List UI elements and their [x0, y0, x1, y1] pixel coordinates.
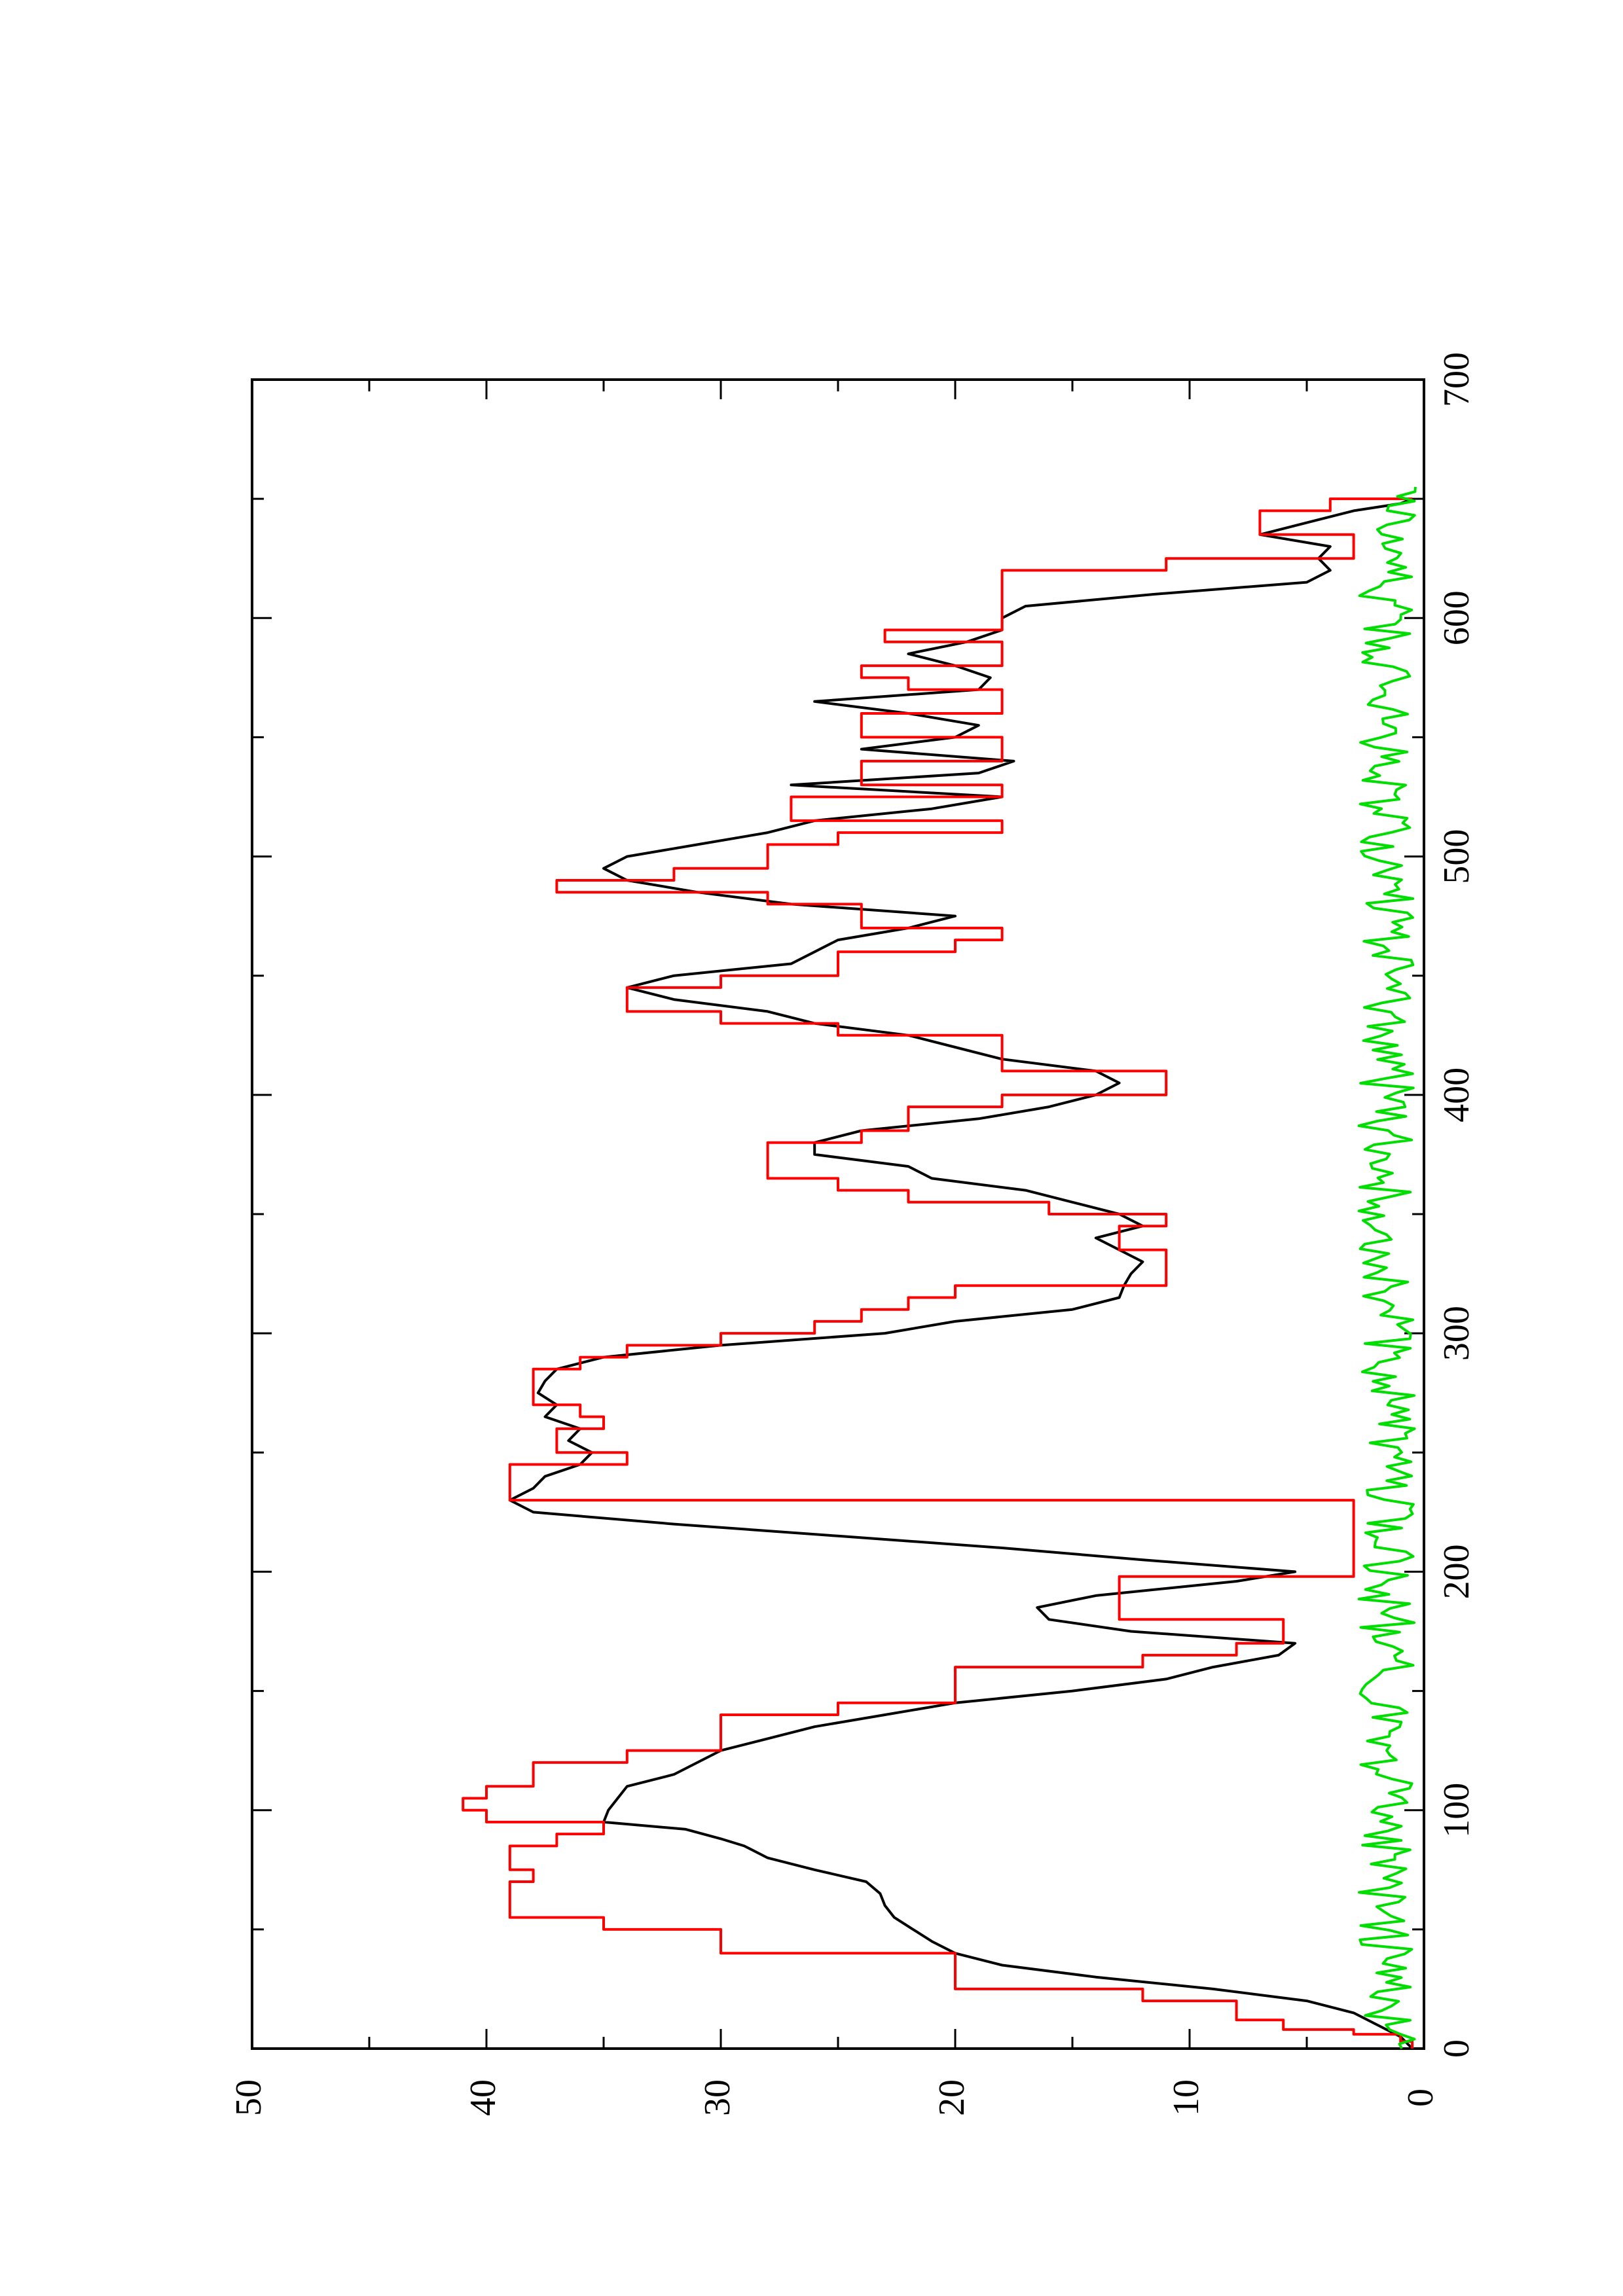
y-tick-label: 0 [1400, 2089, 1441, 2107]
axis-ticks [251, 378, 1425, 2050]
y-tick-label: 10 [1166, 2079, 1207, 2116]
series-line-green [1357, 486, 1417, 2049]
x-tick-label: 600 [1436, 590, 1477, 645]
x-tick-label: 200 [1436, 1544, 1477, 1599]
x-tick-label: 400 [1436, 1067, 1477, 1122]
y-tick-label: 40 [463, 2079, 503, 2116]
y-tick-label: 50 [228, 2079, 269, 2116]
x-tick-label: 100 [1436, 1783, 1477, 1838]
x-tick-label: 300 [1436, 1306, 1477, 1361]
series-line-red [462, 497, 1414, 2049]
axis-tick-labels: 0 100 200 300 400 500 600 700 0 10 20 30 40 50 [228, 352, 1477, 2116]
plot-frame [251, 378, 1425, 2050]
series-group [462, 486, 1417, 2050]
x-tick-label: 700 [1436, 352, 1477, 407]
y-tick-label: 20 [932, 2079, 972, 2116]
x-tick-label: 0 [1436, 2039, 1477, 2058]
series-line-black [508, 497, 1413, 2050]
x-tick-label: 500 [1436, 829, 1477, 884]
y-tick-label: 30 [697, 2079, 738, 2116]
